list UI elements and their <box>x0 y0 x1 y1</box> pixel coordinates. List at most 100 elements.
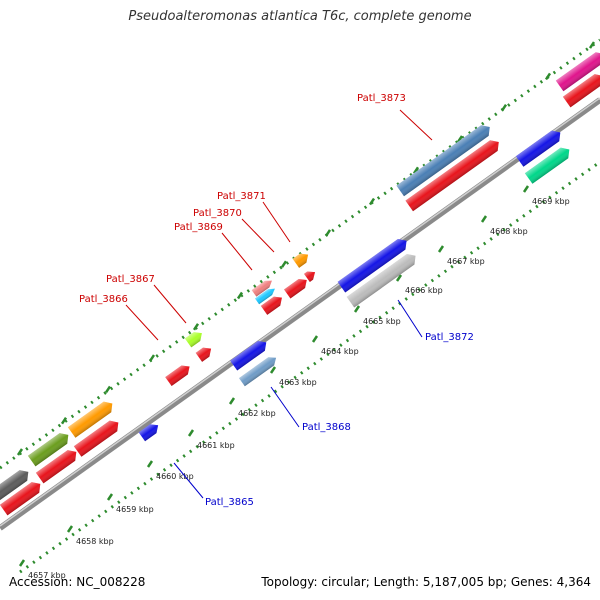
tick-mark <box>544 72 552 81</box>
gene-patl-3866[interactable] <box>165 362 193 387</box>
gene-patl-3867[interactable] <box>184 329 205 348</box>
tick-mark <box>146 460 154 468</box>
gene-arrow-shading <box>255 288 275 305</box>
gene-arrow-shading <box>396 125 490 197</box>
inner-tick-ring <box>19 160 600 574</box>
gene-patl-3869b[interactable] <box>255 286 277 305</box>
genome-backbone-highlight <box>0 97 600 527</box>
gene-label[interactable]: Patl_3873 <box>357 93 406 104</box>
gene-label-leader <box>153 284 187 324</box>
gene-patl-3873[interactable] <box>396 122 493 197</box>
gene-arrow-shading <box>67 401 113 438</box>
tick-mark <box>16 448 24 456</box>
gene-forward[interactable] <box>35 447 80 484</box>
tick-label: 4663 kbp <box>279 378 317 387</box>
tick-mark <box>269 366 277 374</box>
gene-label-leader <box>262 201 291 243</box>
gene-label[interactable]: Patl_3866 <box>79 294 128 305</box>
gene-patl-3870b[interactable] <box>304 268 318 282</box>
gene-patl-3867b[interactable] <box>195 344 215 362</box>
tick-mark <box>18 559 26 567</box>
tick-mark <box>412 166 420 174</box>
tick-mark <box>311 335 319 343</box>
tick-label: 4658 kbp <box>76 537 114 546</box>
gene-arrow-shading <box>138 424 159 442</box>
gene-arrow-shading <box>230 340 267 371</box>
gene-patl-3870[interactable] <box>284 276 310 299</box>
gene-arrow-shading <box>27 433 69 467</box>
gene-reverse[interactable] <box>337 235 411 293</box>
gene-label-leader <box>125 304 159 341</box>
gene-label-leader <box>397 299 423 338</box>
tick-mark <box>148 354 156 362</box>
tick-mark <box>187 429 195 437</box>
genome-summary-text: Topology: circular; Length: 5,187,005 bp… <box>261 575 591 589</box>
gene-reverse[interactable] <box>230 338 270 371</box>
gene-forward[interactable] <box>555 49 600 92</box>
gene-label[interactable]: Patl_3865 <box>205 497 254 508</box>
tick-label: 4666 kbp <box>405 286 443 295</box>
tick-mark <box>500 104 508 112</box>
tick-mark <box>456 135 464 143</box>
gene-forward[interactable] <box>67 398 116 438</box>
gene-arrow-shading <box>0 482 41 516</box>
gene-forward[interactable] <box>0 467 32 504</box>
gene-forward[interactable] <box>562 71 600 108</box>
gene-label-leader <box>173 462 204 499</box>
tick-mark <box>192 323 200 331</box>
gene-label[interactable]: Patl_3870 <box>193 208 242 219</box>
gene-arrow-shading <box>251 280 272 297</box>
gene-label[interactable]: Patl_3868 <box>302 422 351 433</box>
tick-label: 4669 kbp <box>532 197 570 206</box>
tick-label: 4665 kbp <box>363 317 401 326</box>
gene-reverse[interactable] <box>524 144 573 184</box>
gene-reverse[interactable] <box>515 127 564 167</box>
gene-arrow-shading <box>346 253 416 308</box>
gene-arrow-shading <box>284 279 307 299</box>
gene-patl-3869c[interactable] <box>260 293 285 315</box>
gene-arrow-shading <box>0 470 29 504</box>
tick-mark <box>353 305 361 313</box>
tick-mark <box>228 397 236 405</box>
tick-label: 4657 kbp <box>28 571 66 580</box>
tick-label: 4660 kbp <box>156 472 194 481</box>
tick-label: 4662 kbp <box>238 409 276 418</box>
gene-forward[interactable] <box>73 417 122 457</box>
gene-label[interactable]: Patl_3867 <box>106 274 155 285</box>
gene-arrow-shading <box>337 238 407 293</box>
gene-forward[interactable] <box>27 430 72 467</box>
gene-arrow-shading <box>524 147 570 184</box>
gene-label[interactable]: Patl_3869 <box>174 222 223 233</box>
gene-arrow-shading <box>239 357 277 387</box>
gene-arrow-shading <box>195 347 212 362</box>
gene-arrow-shading <box>562 74 600 108</box>
gene-patl-3865[interactable] <box>138 421 162 442</box>
tick-mark <box>588 41 596 49</box>
gene-patl-3869[interactable] <box>251 277 275 297</box>
gene-patl-3868[interactable] <box>239 354 279 387</box>
tick-label: 4664 kbp <box>321 347 359 356</box>
gene-arrow-shading <box>555 52 600 92</box>
gene-forward[interactable] <box>0 479 44 516</box>
tick-mark <box>324 229 332 237</box>
gene-arrow-shading <box>73 420 119 457</box>
gene-label[interactable]: Patl_3872 <box>425 332 474 343</box>
gene-forward[interactable] <box>405 137 502 212</box>
gene-patl-3872[interactable] <box>346 250 420 308</box>
gene-arrow-shading <box>260 296 282 315</box>
tick-label: 4659 kbp <box>116 505 154 514</box>
tick-mark <box>60 417 68 425</box>
tick-mark <box>66 525 74 533</box>
tick-label: 4667 kbp <box>447 257 485 266</box>
tick-label: 4661 kbp <box>197 441 235 450</box>
accession-text: Accession: NC_008228 <box>9 575 146 589</box>
gene-patl-3871[interactable] <box>292 250 312 268</box>
tick-mark <box>236 291 244 300</box>
tick-label: 4668 kbp <box>490 227 528 236</box>
gene-label[interactable]: Patl_3871 <box>217 191 266 202</box>
tick-mark <box>522 185 530 193</box>
gene-label-leader <box>270 386 300 428</box>
tick-mark <box>280 260 288 268</box>
tick-mark <box>437 245 445 253</box>
